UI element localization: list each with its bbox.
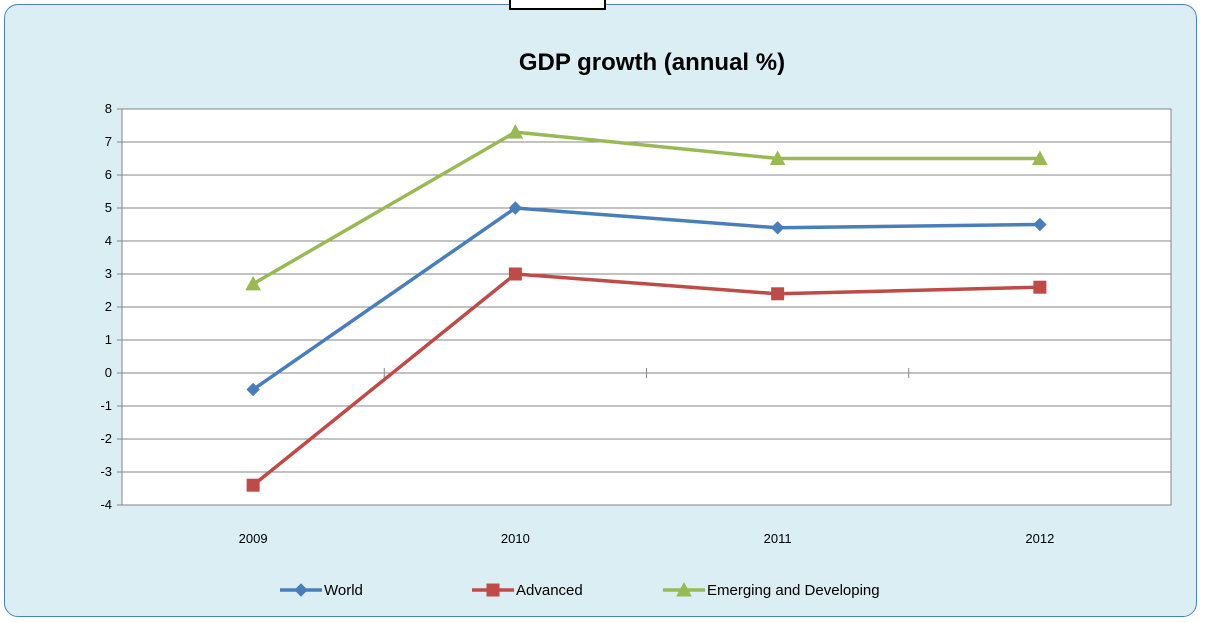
y-tick-label: -2 xyxy=(100,431,112,446)
series-emerging-and-developing xyxy=(245,124,1048,291)
series-advanced xyxy=(246,267,1047,492)
data-point-world xyxy=(508,201,523,215)
data-point-world xyxy=(1033,217,1047,232)
data-point-emerging-and-developing xyxy=(245,275,261,291)
data-point-emerging-and-developing xyxy=(769,150,786,165)
x-tick-label: 2010 xyxy=(501,531,530,546)
data-point-advanced xyxy=(246,478,260,492)
legend: World Advanced Emerging and Developing xyxy=(280,581,880,599)
y-tick-label: -3 xyxy=(100,464,112,479)
legend-marker xyxy=(294,583,308,597)
data-point-advanced xyxy=(1033,280,1047,294)
y-tick-label: 1 xyxy=(105,332,112,347)
series-line-emerging-and-developing xyxy=(252,130,1040,286)
data-point-world xyxy=(770,221,785,235)
legend-item-advanced: Advanced xyxy=(472,582,583,599)
y-tick-label: 5 xyxy=(105,200,112,215)
y-tick-label: 6 xyxy=(105,167,112,182)
y-axis: 8 7 6 5 4 3 2 1 0 -1 -2 -3 -4 xyxy=(100,101,123,512)
legend-marker xyxy=(676,581,692,597)
x-tick-label: 2009 xyxy=(239,531,268,546)
top-tab-marker xyxy=(509,0,606,10)
y-tick-label: -4 xyxy=(100,497,112,512)
series-line-advanced xyxy=(252,272,1040,487)
series-line-world xyxy=(252,206,1040,391)
legend-label: Advanced xyxy=(516,582,583,599)
data-point-emerging-and-developing xyxy=(1032,150,1048,165)
y-tick-label: 2 xyxy=(105,299,112,314)
data-point-emerging-and-developing xyxy=(507,124,524,139)
legend-marker xyxy=(486,583,500,597)
legend-item-emerging-and-developing: Emerging and Developing xyxy=(663,581,880,599)
chart-title: GDP growth (annual %) xyxy=(519,49,785,76)
data-point-advanced xyxy=(771,287,785,301)
series-world xyxy=(246,201,1047,397)
y-tick-label: 3 xyxy=(105,266,112,281)
x-axis: 2009 2010 2011 2012 xyxy=(122,368,1172,546)
legend-item-world: World xyxy=(280,582,363,599)
y-tick-label: 4 xyxy=(105,233,112,248)
y-tick-label: 0 xyxy=(105,365,112,380)
series-lines xyxy=(245,124,1048,492)
y-tick-label: 8 xyxy=(105,101,112,116)
x-tick-label: 2012 xyxy=(1025,531,1054,546)
data-point-advanced xyxy=(508,267,522,281)
data-point-world xyxy=(246,382,260,397)
x-tick-label: 2011 xyxy=(764,531,792,546)
y-tick-label: -1 xyxy=(100,398,112,413)
legend-label: World xyxy=(324,582,363,599)
y-tick-label: 7 xyxy=(105,134,112,149)
legend-label: Emerging and Developing xyxy=(707,582,880,599)
